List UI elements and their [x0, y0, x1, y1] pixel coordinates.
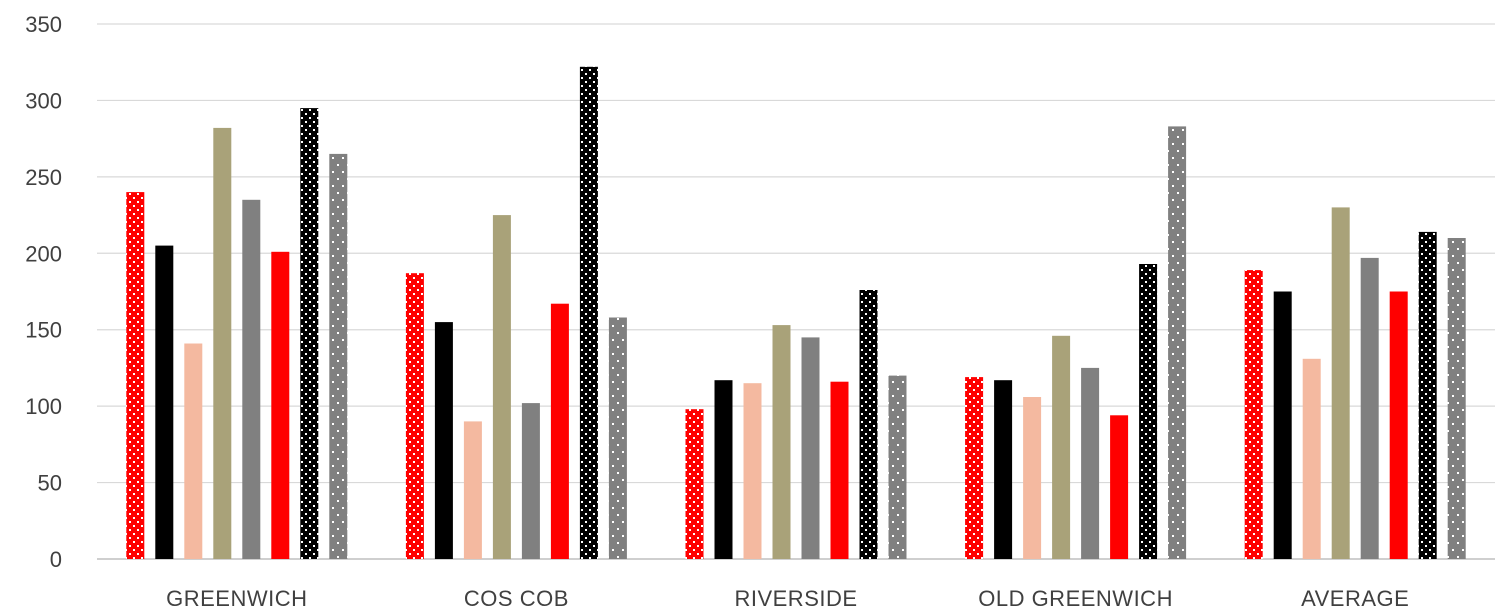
bar [714, 380, 733, 559]
bar [1418, 231, 1437, 559]
bar [329, 153, 348, 559]
bars [126, 66, 1466, 560]
y-tick-label: 250 [25, 165, 62, 190]
bar [772, 325, 791, 559]
bar [1139, 264, 1158, 559]
x-category-label: COS COB [464, 586, 569, 611]
bar [213, 127, 232, 560]
y-tick-label: 300 [25, 88, 62, 113]
bar [859, 290, 878, 559]
bar [1302, 358, 1321, 559]
bar [830, 381, 849, 559]
y-tick-label: 200 [25, 241, 62, 266]
bar [550, 303, 569, 559]
bar [1081, 367, 1100, 559]
bar [434, 322, 453, 559]
bar [1360, 257, 1379, 559]
bar [1273, 291, 1292, 559]
y-tick-label: 50 [38, 471, 62, 496]
y-tick-label: 0 [50, 547, 62, 572]
bar [608, 317, 627, 559]
bar [126, 192, 145, 559]
bar [242, 199, 261, 560]
bar [155, 245, 174, 559]
bar [965, 377, 984, 559]
bar [271, 251, 290, 560]
bar [1447, 238, 1466, 559]
bar [1023, 397, 1042, 559]
x-category-label: OLD GREENWICH [978, 586, 1173, 611]
bar [300, 108, 319, 559]
y-axis-tick-labels: 0 50 100 150 200 250 300 350 [25, 12, 62, 572]
bar [579, 66, 598, 560]
bar [1244, 270, 1263, 559]
bar [521, 403, 540, 559]
x-category-label: RIVERSIDE [734, 586, 857, 611]
bar [463, 421, 482, 559]
bar [1331, 207, 1350, 559]
y-tick-label: 350 [25, 12, 62, 37]
bar [1389, 291, 1408, 559]
bar [1168, 126, 1187, 560]
y-tick-label: 100 [25, 394, 62, 419]
x-axis-category-labels: GREENWICH COS COB RIVERSIDE OLD GREENWICH AV… [166, 586, 1409, 611]
bar [685, 409, 704, 559]
bar [184, 343, 203, 559]
bar [1110, 415, 1129, 559]
x-category-label: GREENWICH [166, 586, 307, 611]
bar [492, 215, 511, 559]
y-tick-label: 150 [25, 318, 62, 343]
bar [801, 337, 820, 559]
bar [743, 383, 762, 559]
bar [994, 380, 1013, 559]
bar [888, 375, 907, 559]
bar [1052, 335, 1071, 559]
bar [405, 273, 424, 559]
x-category-label: AVERAGE [1301, 586, 1409, 611]
